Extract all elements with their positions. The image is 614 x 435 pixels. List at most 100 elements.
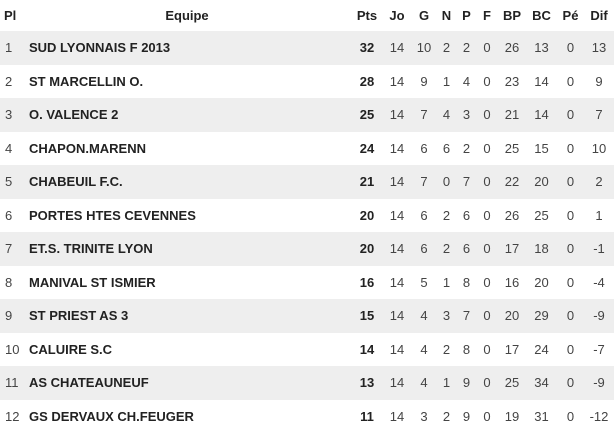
cell-played: 14 bbox=[382, 98, 412, 132]
cell-goals-against: 31 bbox=[534, 408, 549, 424]
cell-lost: 2 bbox=[462, 140, 471, 156]
cell-rank: 1 bbox=[0, 31, 22, 65]
cell-penalty: 0 bbox=[566, 341, 575, 357]
header-points: Pts bbox=[356, 8, 378, 23]
cell-forfeit: 0 bbox=[476, 232, 498, 266]
cell-goals-against: 29 bbox=[526, 299, 557, 333]
header-drawn: N bbox=[441, 8, 452, 23]
cell-goals-for: 22 bbox=[498, 165, 526, 199]
cell-goals-for: 20 bbox=[498, 299, 526, 333]
cell-points: 28 bbox=[359, 73, 375, 89]
cell-played: 14 bbox=[389, 274, 405, 290]
cell-goal-diff: 13 bbox=[584, 31, 614, 65]
table-row: 5 CHABEUIL F.C. 21 14 7 0 7 0 22 20 0 2 bbox=[0, 165, 614, 199]
cell-rank: 4 bbox=[5, 140, 13, 156]
table-row: 1 SUD LYONNAIS F 2013 32 14 10 2 2 0 26 13 0 13 bbox=[0, 31, 614, 65]
cell-won: 7 bbox=[412, 98, 436, 132]
cell-drawn: 2 bbox=[442, 207, 451, 223]
cell-played: 14 bbox=[382, 232, 412, 266]
cell-team: GS DERVAUX CH.FEUGER bbox=[29, 408, 194, 424]
cell-won: 9 bbox=[420, 73, 428, 89]
cell-lost: 3 bbox=[457, 98, 476, 132]
cell-penalty: 0 bbox=[566, 73, 575, 89]
table-row: 12 GS DERVAUX CH.FEUGER 11 14 3 2 9 0 19 31 0 -12 bbox=[0, 400, 614, 434]
cell-forfeit: 0 bbox=[483, 207, 491, 223]
cell-team: PORTES HTES CEVENNES bbox=[29, 207, 196, 223]
cell-goals-against: 15 bbox=[534, 140, 549, 156]
cell-drawn: 1 bbox=[436, 366, 457, 400]
cell-team: MANIVAL ST ISMIER bbox=[29, 274, 156, 290]
cell-goal-diff: 7 bbox=[584, 98, 614, 132]
cell-forfeit: 0 bbox=[483, 341, 491, 357]
header-team: Equipe bbox=[165, 8, 209, 23]
cell-lost: 9 bbox=[457, 366, 476, 400]
cell-team: CHAPON.MARENN bbox=[29, 140, 146, 156]
cell-team: CHABEUIL F.C. bbox=[22, 165, 352, 199]
cell-points: 14 bbox=[359, 341, 375, 357]
cell-goal-diff: 2 bbox=[584, 165, 614, 199]
cell-goals-against: 34 bbox=[526, 366, 557, 400]
cell-forfeit: 0 bbox=[476, 366, 498, 400]
cell-penalty: 0 bbox=[557, 98, 584, 132]
cell-rank: 11 bbox=[0, 366, 22, 400]
cell-team: ST MARCELLIN O. bbox=[29, 73, 144, 89]
cell-forfeit: 0 bbox=[476, 165, 498, 199]
cell-penalty: 0 bbox=[557, 299, 584, 333]
cell-played: 14 bbox=[382, 31, 412, 65]
cell-won: 6 bbox=[420, 207, 428, 223]
cell-lost: 8 bbox=[462, 341, 471, 357]
cell-goal-diff: 9 bbox=[595, 73, 603, 89]
cell-points: 20 bbox=[352, 232, 382, 266]
cell-drawn: 2 bbox=[442, 408, 451, 424]
cell-rank: 3 bbox=[0, 98, 22, 132]
cell-rank: 2 bbox=[5, 73, 13, 89]
cell-points: 13 bbox=[352, 366, 382, 400]
cell-points: 16 bbox=[359, 274, 375, 290]
cell-penalty: 0 bbox=[566, 140, 575, 156]
cell-goals-for: 19 bbox=[504, 408, 520, 424]
cell-played: 14 bbox=[389, 341, 405, 357]
cell-goal-diff: -4 bbox=[593, 274, 605, 290]
header-penalty: Pé bbox=[562, 8, 579, 23]
cell-drawn: 1 bbox=[442, 274, 451, 290]
cell-won: 4 bbox=[420, 341, 428, 357]
cell-goals-for: 26 bbox=[498, 31, 526, 65]
table-row: 3 O. VALENCE 2 25 14 7 4 3 0 21 14 0 7 bbox=[0, 98, 614, 132]
cell-goals-against: 25 bbox=[534, 207, 549, 223]
cell-points: 24 bbox=[359, 140, 375, 156]
cell-won: 5 bbox=[420, 274, 428, 290]
cell-points: 15 bbox=[352, 299, 382, 333]
cell-points: 32 bbox=[352, 31, 382, 65]
table-row: 11 AS CHATEAUNEUF 13 14 4 1 9 0 25 34 0 -9 bbox=[0, 366, 614, 400]
cell-played: 14 bbox=[382, 299, 412, 333]
cell-drawn: 6 bbox=[442, 140, 451, 156]
cell-drawn: 4 bbox=[436, 98, 457, 132]
cell-goals-against: 14 bbox=[534, 73, 549, 89]
cell-lost: 7 bbox=[457, 165, 476, 199]
cell-drawn: 2 bbox=[436, 31, 457, 65]
cell-goals-against: 13 bbox=[526, 31, 557, 65]
standings-body: 1 SUD LYONNAIS F 2013 32 14 10 2 2 0 26 13 0 13 2 ST … bbox=[0, 31, 614, 433]
cell-goal-diff: -9 bbox=[584, 366, 614, 400]
cell-goals-against: 18 bbox=[526, 232, 557, 266]
cell-goal-diff: 10 bbox=[591, 140, 607, 156]
header-played: Jo bbox=[389, 8, 405, 23]
header-goals-against: BC bbox=[532, 8, 551, 23]
cell-rank: 9 bbox=[0, 299, 22, 333]
cell-played: 14 bbox=[389, 207, 405, 223]
cell-won: 10 bbox=[412, 31, 436, 65]
cell-goals-against: 24 bbox=[534, 341, 549, 357]
cell-rank: 6 bbox=[5, 207, 13, 223]
cell-team: ST PRIEST AS 3 bbox=[22, 299, 352, 333]
cell-lost: 4 bbox=[462, 73, 471, 89]
cell-penalty: 0 bbox=[557, 366, 584, 400]
cell-goal-diff: -12 bbox=[589, 408, 609, 424]
header-lost: P bbox=[462, 8, 471, 23]
table-row: 10 CALUIRE S.C 14 14 4 2 8 0 17 24 0 -7 bbox=[0, 333, 614, 367]
cell-won: 6 bbox=[420, 140, 428, 156]
cell-points: 20 bbox=[359, 207, 375, 223]
header-forfeit: F bbox=[483, 8, 491, 23]
cell-played: 14 bbox=[389, 140, 405, 156]
cell-won: 4 bbox=[412, 299, 436, 333]
